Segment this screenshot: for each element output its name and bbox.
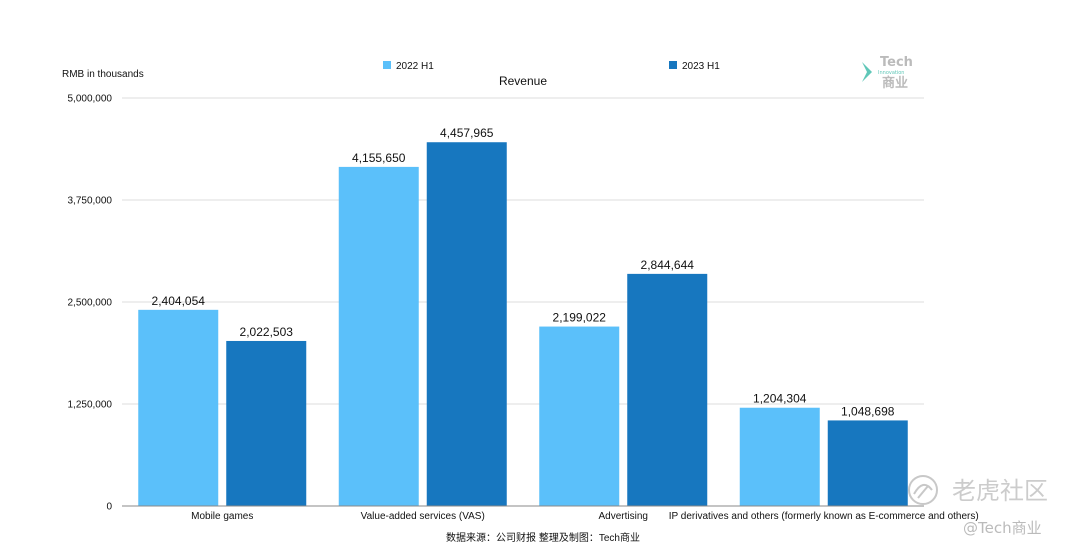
logo-text-cn: 商业 [882,75,908,91]
x-axis-ticks: Mobile games Value-added services (VAS) Ad… [191,511,979,522]
bar-value-label: 4,155,650 [352,151,406,165]
chart-title: Revenue [499,74,547,88]
source-note: 数据来源：公司财报 整理及制图：Tech商业 [446,531,640,544]
tech-logo: Tech Innovation 商业 [862,55,913,91]
bar-value-label: 4,457,965 [440,126,494,140]
bar-value-label: 2,022,503 [240,325,294,339]
y-tick-label: 1,250,000 [68,400,113,411]
bar-value-label: 2,844,644 [641,258,695,272]
legend: 2022 H1 2023 H1 [383,61,720,72]
y-tick-label: 2,500,000 [68,298,113,309]
y-axis-ticks: 0 1,250,000 2,500,000 3,750,000 5,000,000 [68,94,113,513]
watermark-tiger-icon [908,475,938,505]
legend-swatch-2023-h1 [669,61,677,69]
legend-label-2022-h1: 2022 H1 [396,61,434,72]
x-tick-label: Advertising [599,511,648,522]
y-tick-label: 0 [106,502,112,513]
x-tick-label: IP derivatives and others (formerly know… [669,511,979,522]
bar-2023-h1 [426,142,507,507]
logo-chevron-icon [862,62,872,82]
legend-swatch-2022-h1 [383,61,391,69]
y-tick-label: 3,750,000 [68,196,113,207]
bar-2023-h1 [226,340,307,506]
x-tick-label: Value-added services (VAS) [361,511,485,522]
logo-text-innovation: Innovation [878,70,904,76]
bar-value-label: 2,199,022 [553,311,607,325]
bar-value-label: 1,204,304 [753,392,807,406]
bar-2023-h1 [627,273,708,506]
gridlines [122,97,924,405]
legend-label-2023-h1: 2023 H1 [682,61,720,72]
y-tick-label: 5,000,000 [68,94,113,105]
watermark-tiger-icon-mark [913,483,933,499]
bar-labels: 2,404,054 2,022,503 4,155,650 4,457,965 2,19… [152,126,895,418]
x-tick-label: Mobile games [191,511,253,522]
bar-2022-h1 [338,166,419,506]
bar-2022-h1 [138,309,219,506]
bar-value-label: 2,404,054 [152,294,206,308]
bar-value-label: 1,048,698 [841,404,895,418]
y-axis-label: RMB in thousands [62,69,144,80]
bar-2022-h1 [539,326,620,506]
watermark-main-text: 老虎社区 [952,477,1048,505]
bar-2023-h1 [827,420,908,506]
bar-2022-h1 [739,407,820,506]
watermark: 老虎社区 @Tech商业 [908,475,1048,537]
logo-text-tech: Tech [880,55,913,70]
watermark-sub-text: @Tech商业 [963,519,1042,537]
bars [138,142,908,507]
